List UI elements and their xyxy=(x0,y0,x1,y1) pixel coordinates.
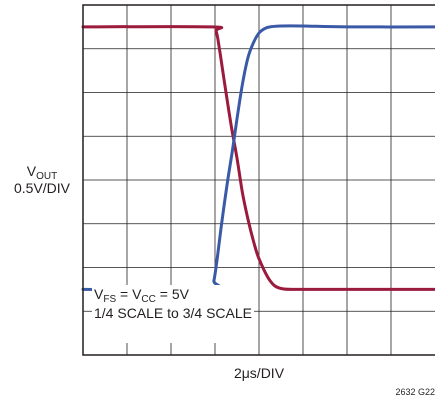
trace-falling xyxy=(81,25,435,291)
annotation-line-1: VFS = VCC = 5V xyxy=(94,286,189,305)
y-axis-scale: 0.5V/DIV xyxy=(13,180,71,196)
traces xyxy=(81,24,435,292)
annotation-line-2: 1/4 SCALE to 3/4 SCALE xyxy=(94,305,252,321)
y-axis-symbol: VOUT xyxy=(26,163,58,182)
figure-id: 2632 G22 xyxy=(395,387,435,397)
plot-frame xyxy=(82,4,435,356)
trace-rising xyxy=(81,24,435,292)
condition-annotation: VFS = VCC = 5V 1/4 SCALE to 3/4 SCALE xyxy=(92,285,254,343)
grid xyxy=(83,5,435,355)
x-axis-label: 2μs/DIV xyxy=(233,365,285,381)
y-axis-label: VOUT 0.5V/DIV xyxy=(0,163,84,197)
